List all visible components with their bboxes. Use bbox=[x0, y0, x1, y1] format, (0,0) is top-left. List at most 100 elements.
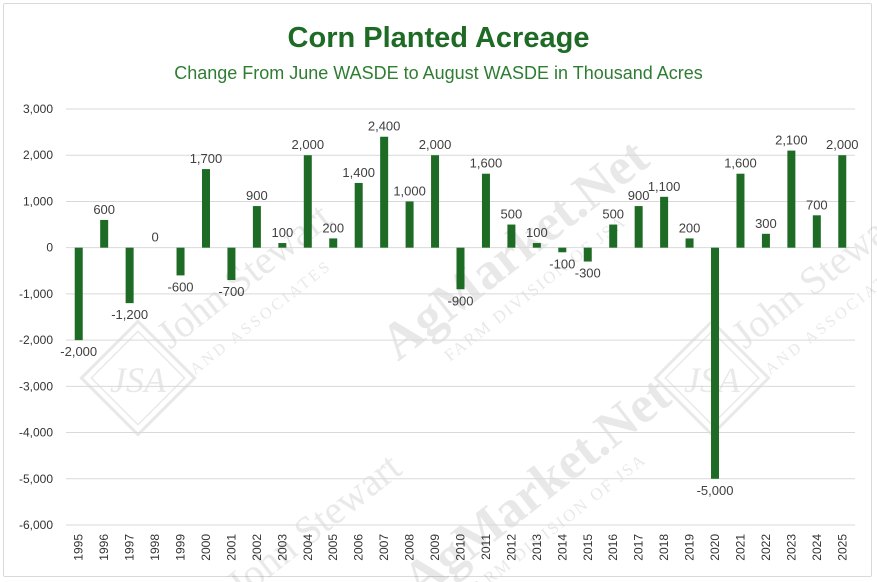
data-label-2016: 500 bbox=[602, 207, 624, 222]
bar-2019 bbox=[685, 238, 694, 248]
data-label-2025: 2,000 bbox=[826, 137, 859, 152]
x-tick-label-1996: 1996 bbox=[97, 534, 111, 561]
data-label-1998: 0 bbox=[151, 230, 158, 245]
data-label-2022: 300 bbox=[755, 216, 777, 231]
data-label-2024: 700 bbox=[806, 197, 828, 212]
x-tick-label-2021: 2021 bbox=[733, 534, 747, 561]
x-tick-label-2012: 2012 bbox=[504, 534, 518, 561]
x-tick-label-2002: 2002 bbox=[250, 534, 264, 561]
data-label-2000: 1,700 bbox=[190, 151, 223, 166]
data-label-2012: 500 bbox=[501, 207, 523, 222]
bar-2020 bbox=[711, 247, 720, 479]
chart-title: Corn Planted Acreage bbox=[287, 22, 590, 54]
x-tick-label-2009: 2009 bbox=[428, 534, 442, 561]
y-tick-label: -2,000 bbox=[19, 333, 53, 347]
bar-2022 bbox=[761, 233, 770, 248]
x-tick-label-2013: 2013 bbox=[530, 534, 544, 561]
bar-2001 bbox=[227, 247, 236, 281]
bar-2016 bbox=[609, 224, 618, 248]
bar-2004 bbox=[303, 155, 312, 248]
bar-2024 bbox=[812, 215, 821, 248]
watermark-left-monogram: JSA bbox=[110, 360, 167, 400]
y-tick-label: 0 bbox=[46, 241, 53, 255]
bar-2008 bbox=[405, 201, 414, 248]
x-tick-label-2005: 2005 bbox=[326, 534, 340, 561]
bars bbox=[74, 136, 847, 479]
x-tick-label-2023: 2023 bbox=[784, 534, 798, 561]
data-label-2014: -100 bbox=[549, 256, 575, 271]
bar-1997 bbox=[125, 247, 134, 304]
data-label-2004: 2,000 bbox=[292, 137, 325, 152]
data-label-2021: 1,600 bbox=[724, 156, 757, 171]
bar-2013 bbox=[532, 243, 541, 248]
y-tick-label: 2,000 bbox=[23, 148, 53, 162]
bar-2011 bbox=[481, 173, 490, 248]
data-label-2018: 1,100 bbox=[648, 179, 681, 194]
bar-2000 bbox=[201, 169, 210, 248]
x-axis-ticks: 1995 1996 1997 1998 1999 2000 2001 2002 2003 2004… bbox=[72, 534, 850, 561]
x-tick-label-2016: 2016 bbox=[606, 534, 620, 561]
data-labels: -2,000 600 -1,200 0 -600 1,700 -700 900 100 2,000… bbox=[60, 119, 858, 498]
data-label-2006: 1,400 bbox=[342, 165, 375, 180]
data-label-1996: 600 bbox=[93, 202, 115, 217]
y-tick-label: -3,000 bbox=[19, 379, 53, 393]
bar-1996 bbox=[100, 219, 109, 248]
bar-2014 bbox=[558, 247, 567, 253]
bar-2002 bbox=[252, 206, 261, 248]
bar-2010 bbox=[456, 247, 465, 290]
y-tick-label: 1,000 bbox=[23, 194, 53, 208]
x-tick-label-2010: 2010 bbox=[454, 534, 468, 561]
bar-2025 bbox=[838, 155, 847, 248]
gridlines bbox=[66, 108, 855, 526]
x-tick-label-1998: 1998 bbox=[148, 534, 162, 561]
data-label-2005: 200 bbox=[322, 220, 344, 235]
bar-2015 bbox=[583, 247, 592, 262]
data-label-2017: 900 bbox=[628, 188, 650, 203]
x-tick-label-2018: 2018 bbox=[657, 534, 671, 561]
x-tick-label-1995: 1995 bbox=[72, 534, 86, 561]
y-tick-label: -4,000 bbox=[19, 426, 53, 440]
x-tick-label-2025: 2025 bbox=[835, 534, 849, 561]
data-label-1999: -600 bbox=[168, 279, 194, 294]
x-tick-label-2011: 2011 bbox=[479, 534, 493, 560]
bar-2003 bbox=[278, 243, 287, 248]
y-axis-ticks: 3,000 2,000 1,000 0 -1,000 -2,000 -3,000 -4,000… bbox=[19, 102, 53, 532]
bar-2005 bbox=[329, 238, 338, 248]
x-tick-label-2017: 2017 bbox=[632, 534, 646, 561]
chart-frame bbox=[3, 3, 872, 577]
bar-1999 bbox=[176, 247, 185, 276]
y-tick-label: 3,000 bbox=[23, 102, 53, 116]
y-tick-label: -6,000 bbox=[19, 518, 53, 532]
x-tick-label-2015: 2015 bbox=[581, 534, 595, 561]
y-tick-label: -5,000 bbox=[19, 472, 53, 486]
data-label-2008: 1,000 bbox=[393, 183, 426, 198]
data-label-2009: 2,000 bbox=[419, 137, 452, 152]
data-label-2002: 900 bbox=[246, 188, 268, 203]
data-label-1995: -2,000 bbox=[60, 344, 97, 359]
bar-2006 bbox=[354, 182, 363, 248]
y-tick-label: -1,000 bbox=[19, 287, 53, 301]
x-tick-label-1999: 1999 bbox=[174, 534, 188, 561]
data-label-2020: -5,000 bbox=[697, 483, 734, 498]
bar-2017 bbox=[634, 206, 643, 248]
data-label-2007: 2,400 bbox=[368, 119, 401, 134]
x-tick-label-2003: 2003 bbox=[275, 534, 289, 561]
x-tick-label-1997: 1997 bbox=[123, 534, 137, 561]
data-label-2010: -900 bbox=[447, 293, 473, 308]
bar-2007 bbox=[380, 136, 389, 248]
bar-2012 bbox=[507, 224, 516, 248]
chart-subtitle: Change From June WASDE to August WASDE i… bbox=[174, 63, 703, 83]
bar-1995 bbox=[74, 247, 83, 341]
x-tick-label-2019: 2019 bbox=[683, 534, 697, 561]
x-tick-label-2004: 2004 bbox=[301, 534, 315, 561]
data-label-2011: 1,600 bbox=[470, 156, 503, 171]
bar-2023 bbox=[787, 150, 796, 248]
x-tick-label-2020: 2020 bbox=[708, 534, 722, 561]
data-label-2013: 100 bbox=[526, 225, 548, 240]
data-label-2023: 2,100 bbox=[775, 133, 808, 148]
bar-2021 bbox=[736, 173, 745, 248]
data-label-2001: -700 bbox=[218, 284, 244, 299]
x-tick-label-2000: 2000 bbox=[199, 534, 213, 561]
x-tick-label-2008: 2008 bbox=[403, 534, 417, 561]
